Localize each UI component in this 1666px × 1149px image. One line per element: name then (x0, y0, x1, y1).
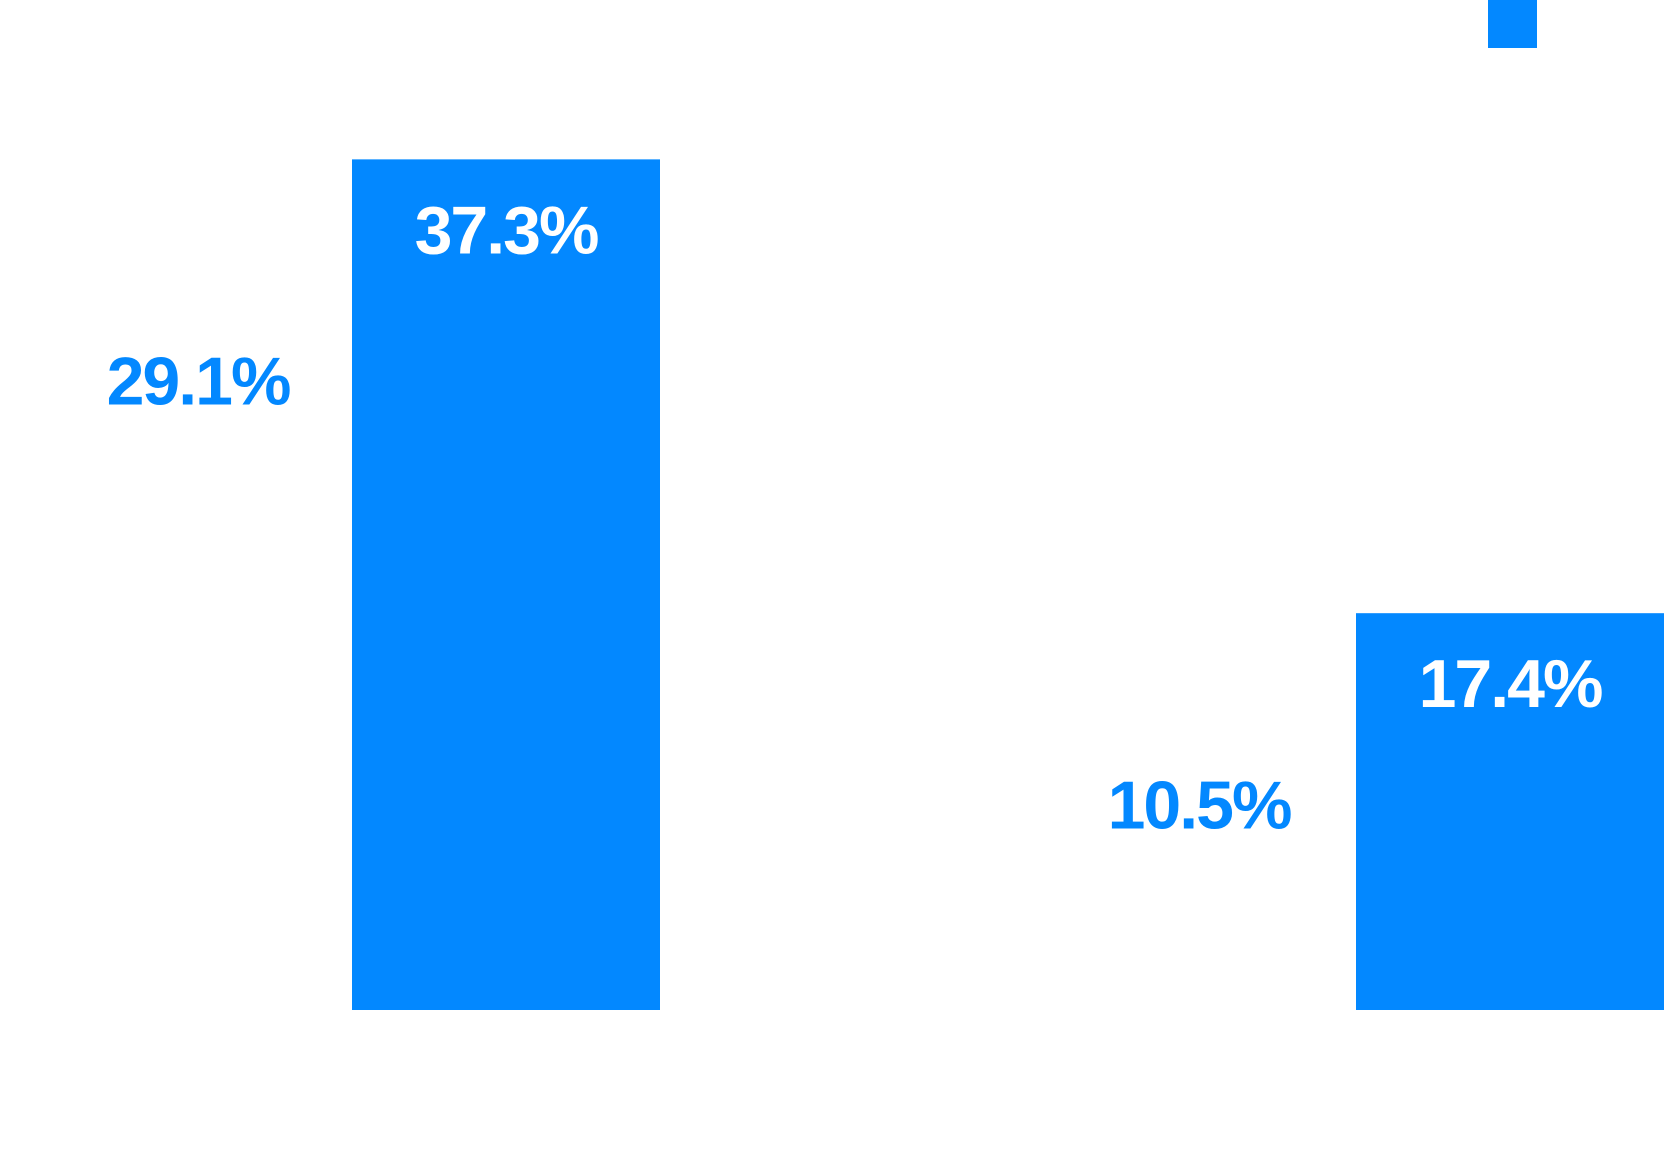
data-label-2: 10.5% (1108, 768, 1291, 844)
data-label-0: 29.1% (107, 343, 290, 419)
bar-1 (352, 159, 660, 1011)
data-label-3: 17.4% (1419, 646, 1602, 722)
data-label-1: 37.3% (415, 192, 598, 268)
bars-group (352, 159, 1664, 1011)
data-labels-group: 29.1% 37.3% 10.5% 17.4% (107, 192, 1604, 844)
legend-swatch (1488, 0, 1537, 48)
bar-3 (1356, 613, 1664, 1010)
